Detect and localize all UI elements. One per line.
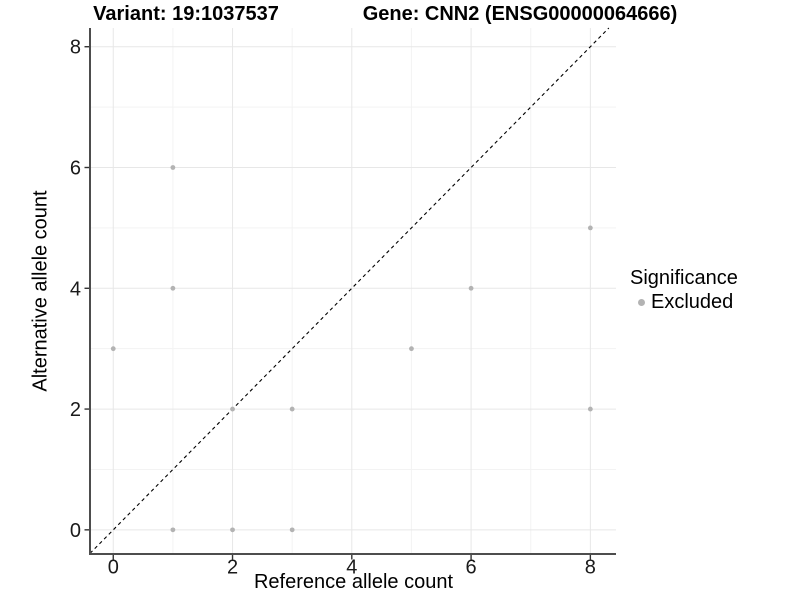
identity-line [89,27,610,554]
data-point [170,165,176,170]
legend-point-icon [638,298,645,306]
data-point [110,346,116,352]
y-tick-label: 6 [70,158,81,180]
y-tick-label: 8 [70,37,81,59]
plot-title-gene: Gene: CNN2 (ENSG00000064666) [362,3,678,25]
data-point [468,285,474,291]
y-tick-label: 4 [70,278,81,300]
data-point [409,346,414,352]
data-point [170,527,176,533]
x-tick-label: 6 [466,557,477,579]
x-axis-title: Reference allele count [253,571,453,593]
x-tick-label: 2 [227,557,238,579]
legend-title: Significance [630,267,738,289]
plot-title-variant: Variant: 19:1037537 [93,3,279,25]
legend-item-label: Excluded [651,291,734,313]
data-point [587,406,593,412]
y-tick-label: 2 [70,399,81,421]
data-point [289,406,295,412]
data-point [230,527,235,533]
y-axis-title: Alternative allele count [29,190,52,392]
data-point [587,225,593,231]
x-tick-label: 0 [108,557,119,579]
data-point [289,527,295,533]
x-tick-label: 4 [346,557,357,579]
x-tick-label: 8 [585,557,596,579]
data-point [230,406,235,412]
legend-item-excluded: Excluded [630,290,738,314]
legend: Significance Excluded [630,266,738,314]
y-tick-label: 0 [70,520,81,542]
data-point [170,285,176,291]
